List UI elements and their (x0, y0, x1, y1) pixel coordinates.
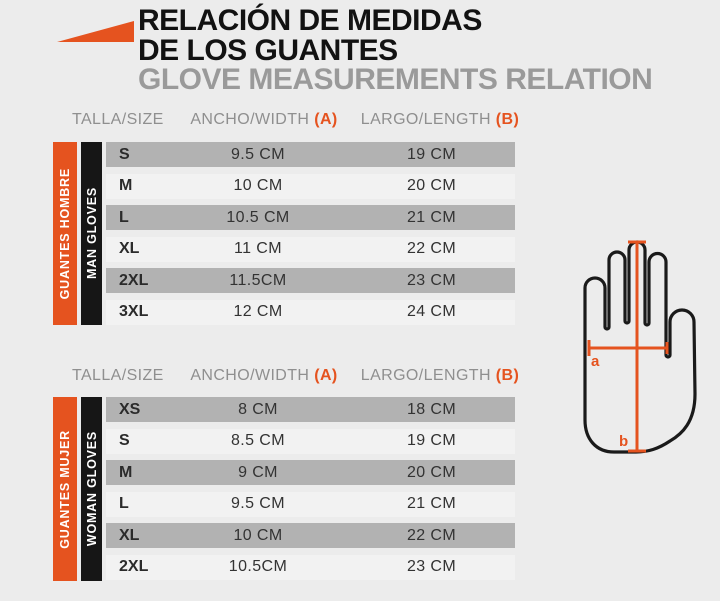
width-measure-line-a (587, 340, 669, 356)
column-header-length-text: LARGO/LENGTH (360, 367, 491, 384)
width-cell: 11.5CM (229, 271, 287, 289)
size-cell: M (119, 177, 133, 195)
width-cell: 9.5 CM (231, 495, 285, 513)
length-cell: 22 CM (406, 240, 457, 258)
size-cell: M (119, 463, 133, 481)
width-cell: 8.5 CM (231, 432, 285, 450)
hand-diagram: a b (583, 240, 697, 454)
column-header-length: LARGO/LENGTH (B) (352, 367, 528, 385)
table-row: S 9.5 CM 19 CM (106, 142, 515, 167)
hand-outline-icon (583, 240, 697, 454)
column-header-size: TALLA/SIZE (72, 111, 164, 128)
column-header-length-text: LARGO/LENGTH (360, 111, 491, 128)
table-row: 2XL 10.5CM 23 CM (106, 554, 515, 580)
length-cell: 23 CM (406, 271, 457, 289)
page-subtitle: GLOVE MEASUREMENTS RELATION (138, 63, 653, 96)
marker-a: (A) (314, 111, 338, 128)
column-header-length: LARGO/LENGTH (B) (352, 111, 528, 129)
length-cell: 22 CM (406, 526, 457, 544)
page-title-block: RELACIÓN DE MEDIDAS DE LOS GUANTES GLOVE… (138, 4, 653, 96)
column-header-width-text: ANCHO/WIDTH (190, 111, 310, 128)
size-cell: 2XL (119, 271, 149, 289)
women-side-label-es-text: GUANTES MUJER (58, 429, 72, 549)
length-cell: 19 CM (406, 432, 457, 450)
width-cell: 11 CM (234, 240, 282, 258)
table-row: 3XL 12 CM 24 CM (106, 299, 515, 325)
length-cell: 23 CM (406, 558, 457, 576)
length-cell: 19 CM (406, 145, 457, 163)
size-cell: XL (119, 526, 140, 544)
width-cell: 8 CM (238, 400, 278, 418)
marker-a: (A) (314, 367, 338, 384)
size-cell: XS (119, 400, 141, 418)
brand-triangle-icon (57, 21, 134, 42)
length-cell: 20 CM (406, 177, 457, 195)
length-cell: 21 CM (406, 208, 457, 226)
measure-label-a: a (591, 353, 600, 370)
measure-label-b: b (619, 433, 628, 450)
size-cell: S (119, 145, 130, 163)
men-side-label-es-text: GUANTES HOMBRE (58, 167, 72, 300)
length-cell: 18 CM (406, 400, 457, 418)
column-header-width-text: ANCHO/WIDTH (190, 367, 310, 384)
width-cell: 9 CM (238, 463, 278, 481)
table-row: 2XL 11.5CM 23 CM (106, 268, 515, 294)
size-cell: L (119, 495, 129, 513)
table-row: XL 11 CM 22 CM (106, 236, 515, 262)
width-cell: 10 CM (233, 177, 283, 195)
length-cell: 20 CM (406, 463, 457, 481)
width-cell: 10.5 CM (226, 208, 290, 226)
men-side-label-en-text: MAN GLOVES (84, 187, 99, 280)
size-cell: 3XL (119, 303, 149, 321)
page-title-line2: DE LOS GUANTES (138, 34, 398, 67)
page-title-line1: RELACIÓN DE MEDIDAS (138, 4, 482, 37)
table-row: L 9.5 CM 21 CM (106, 491, 515, 517)
size-cell: S (119, 432, 130, 450)
width-cell: 9.5 CM (231, 145, 285, 163)
table-row: M 10 CM 20 CM (106, 173, 515, 199)
women-table-column-headers: TALLA/SIZE ANCHO/WIDTH (A) LARGO/LENGTH … (0, 367, 720, 387)
column-header-size: TALLA/SIZE (72, 367, 164, 384)
column-header-width: ANCHO/WIDTH (A) (176, 111, 352, 129)
size-cell: L (119, 208, 129, 226)
size-cell: XL (119, 240, 140, 258)
marker-b: (B) (495, 367, 520, 384)
women-table-side-label-es: GUANTES MUJER (53, 397, 77, 581)
column-header-width: ANCHO/WIDTH (A) (176, 367, 352, 385)
table-row: S 8.5 CM 19 CM (106, 428, 515, 454)
width-cell: 10 CM (233, 526, 283, 544)
width-cell: 10.5CM (228, 558, 288, 576)
men-table-column-headers: TALLA/SIZE ANCHO/WIDTH (A) LARGO/LENGTH … (0, 111, 720, 131)
men-table-side-label-es: GUANTES HOMBRE (53, 142, 77, 325)
length-cell: 21 CM (406, 495, 457, 513)
length-cell: 24 CM (406, 303, 457, 321)
women-table-rows: XS 8 CM 18 CM S 8.5 CM 19 CM M 9 CM 20 C… (106, 397, 515, 580)
table-row: XL 10 CM 22 CM (106, 523, 515, 549)
table-row: M 9 CM 20 CM (106, 460, 515, 486)
marker-b: (B) (495, 111, 520, 128)
table-row: L 10.5 CM 21 CM (106, 205, 515, 231)
women-table-side-label-en: WOMAN GLOVES (81, 397, 102, 581)
table-row: XS 8 CM 18 CM (106, 397, 515, 422)
size-cell: 2XL (119, 558, 149, 576)
women-side-label-en-text: WOMAN GLOVES (84, 431, 99, 547)
men-table-rows: S 9.5 CM 19 CM M 10 CM 20 CM L 10.5 CM 2… (106, 142, 515, 325)
men-table-side-label-en: MAN GLOVES (81, 142, 102, 325)
width-cell: 12 CM (233, 303, 283, 321)
